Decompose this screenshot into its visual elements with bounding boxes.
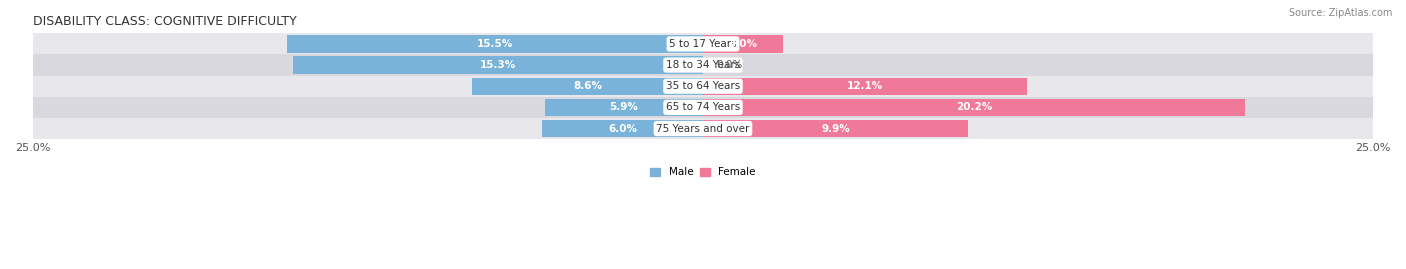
Bar	[32, 118, 1374, 139]
Bar	[472, 77, 703, 95]
Bar	[32, 33, 1374, 55]
Text: 35 to 64 Years: 35 to 64 Years	[666, 81, 740, 91]
Bar	[703, 77, 1028, 95]
Text: 5.9%: 5.9%	[609, 102, 638, 112]
Text: 15.5%: 15.5%	[477, 39, 513, 49]
Bar	[544, 99, 703, 116]
Bar	[543, 120, 703, 137]
Bar	[703, 99, 1244, 116]
Bar	[703, 120, 969, 137]
Text: 12.1%: 12.1%	[846, 81, 883, 91]
Text: DISABILITY CLASS: COGNITIVE DIFFICULTY: DISABILITY CLASS: COGNITIVE DIFFICULTY	[32, 15, 297, 28]
Bar	[292, 56, 703, 74]
Text: 9.9%: 9.9%	[821, 123, 851, 133]
Text: 6.0%: 6.0%	[607, 123, 637, 133]
Text: 15.3%: 15.3%	[479, 60, 516, 70]
Bar	[32, 97, 1374, 118]
Legend: Male, Female: Male, Female	[645, 163, 761, 182]
Bar	[703, 35, 783, 52]
Bar	[32, 76, 1374, 97]
Bar	[287, 35, 703, 52]
Bar	[32, 55, 1374, 76]
Text: 75 Years and over: 75 Years and over	[657, 123, 749, 133]
Text: 8.6%: 8.6%	[574, 81, 602, 91]
Text: 5 to 17 Years: 5 to 17 Years	[669, 39, 737, 49]
Text: 3.0%: 3.0%	[728, 39, 758, 49]
Text: Source: ZipAtlas.com: Source: ZipAtlas.com	[1288, 8, 1392, 18]
Text: 0.0%: 0.0%	[717, 60, 742, 70]
Text: 20.2%: 20.2%	[956, 102, 991, 112]
Text: 65 to 74 Years: 65 to 74 Years	[666, 102, 740, 112]
Text: 18 to 34 Years: 18 to 34 Years	[666, 60, 740, 70]
